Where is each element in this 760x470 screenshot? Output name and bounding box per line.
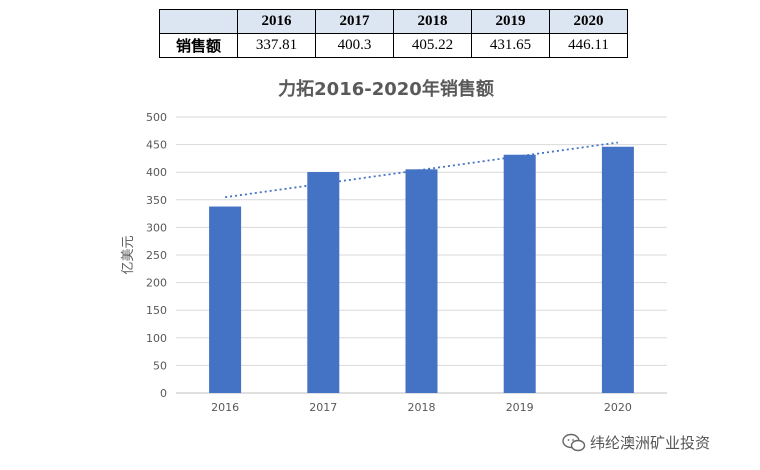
bar-2017 [307, 172, 340, 393]
data-table: 2016 2017 2018 2019 2020 销售额 337.81 400.… [159, 9, 628, 58]
x-tick-label: 2019 [506, 401, 534, 414]
table-cell-2018: 405.22 [393, 33, 472, 58]
y-tick-label: 450 [146, 139, 167, 152]
watermark-text: 纬纶澳洲矿业投资 [590, 434, 711, 452]
bar-2019 [503, 154, 536, 393]
bar-2016 [209, 206, 242, 393]
y-tick-label: 50 [153, 359, 167, 372]
table-cell-2020: 446.11 [549, 33, 628, 58]
table-corner-cell [159, 9, 238, 34]
watermark: 纬纶澳洲矿业投资 [562, 432, 710, 453]
table-cell-2016: 337.81 [237, 33, 316, 58]
x-tick-label: 2018 [408, 401, 436, 414]
bar-2020 [601, 146, 634, 393]
y-axis-label: 亿美元 [121, 235, 136, 274]
bar-2018 [405, 169, 438, 393]
wechat-icon [562, 433, 586, 451]
table-header-2017: 2017 [315, 9, 394, 34]
y-tick-label: 300 [146, 221, 167, 234]
table-cell-2017: 400.3 [315, 33, 394, 58]
x-tick-label: 2017 [309, 401, 337, 414]
y-tick-label: 200 [146, 277, 167, 290]
x-tick-label: 2020 [604, 401, 632, 414]
y-tick-label: 150 [146, 304, 167, 317]
y-tick-label: 250 [146, 249, 167, 262]
y-tick-label: 500 [146, 111, 167, 124]
y-tick-label: 400 [146, 166, 167, 179]
table-header-2020: 2020 [549, 9, 628, 34]
y-tick-label: 100 [146, 332, 167, 345]
y-tick-label: 350 [146, 194, 167, 207]
y-tick-label: 0 [160, 387, 167, 400]
table-row-label: 销售额 [159, 33, 238, 58]
x-tick-label: 2016 [211, 401, 239, 414]
chart-title: 力拓2016-2020年销售额 [278, 78, 494, 100]
table-row: 销售额 337.81 400.3 405.22 431.65 446.11 [159, 33, 628, 58]
trendline [224, 141, 619, 199]
